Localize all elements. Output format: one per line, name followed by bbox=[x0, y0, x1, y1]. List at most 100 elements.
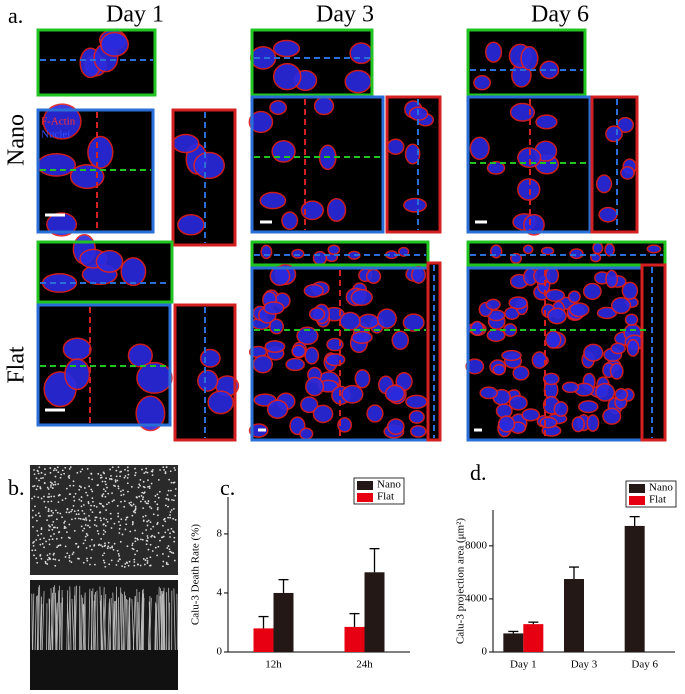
sem-dot bbox=[104, 480, 107, 483]
x-tick-label: 12h bbox=[265, 659, 282, 671]
sem-dot bbox=[34, 505, 36, 508]
sem-dot bbox=[68, 560, 71, 562]
cell bbox=[386, 418, 405, 436]
sem-wire bbox=[74, 585, 77, 651]
sem-dot bbox=[51, 524, 54, 526]
sem-dot bbox=[167, 505, 169, 508]
sem-dot bbox=[117, 487, 120, 490]
sem-wire bbox=[108, 598, 111, 651]
cell bbox=[291, 248, 305, 259]
sem-dot bbox=[65, 487, 68, 490]
sem-dot bbox=[56, 511, 59, 514]
sem-dot bbox=[132, 548, 135, 551]
sem-dot bbox=[94, 516, 97, 519]
sem-dot bbox=[91, 478, 94, 481]
sem-dot bbox=[47, 488, 50, 490]
panel-label: b. bbox=[8, 475, 25, 500]
sem-dot bbox=[169, 514, 171, 516]
sem-dot bbox=[43, 537, 45, 540]
cell bbox=[501, 349, 522, 362]
sem-dot bbox=[169, 550, 172, 553]
cell bbox=[344, 69, 372, 94]
sem-dot bbox=[118, 532, 121, 534]
sem-dot bbox=[111, 546, 114, 549]
sem-dot bbox=[145, 529, 148, 531]
cell bbox=[271, 140, 296, 163]
cell bbox=[269, 265, 291, 287]
sem-dot bbox=[70, 510, 73, 513]
sem-dot bbox=[103, 517, 105, 520]
sem-dot bbox=[151, 474, 154, 477]
sem-dot bbox=[169, 536, 171, 538]
sem-dot bbox=[39, 486, 42, 488]
sem-dot bbox=[164, 504, 167, 507]
sem-dot bbox=[44, 506, 47, 509]
row-label: Nano bbox=[4, 114, 30, 166]
cell bbox=[592, 241, 604, 255]
sem-dot bbox=[170, 527, 173, 530]
sem-dot bbox=[84, 539, 87, 542]
sem-dot bbox=[36, 519, 38, 522]
sem-dot bbox=[48, 529, 50, 532]
sem-dot bbox=[108, 501, 110, 504]
sem-dot bbox=[78, 488, 81, 491]
sem-dot bbox=[117, 512, 120, 515]
sem-dot bbox=[81, 509, 84, 512]
sem-wire bbox=[31, 593, 33, 651]
cell bbox=[263, 301, 285, 315]
sem-dot bbox=[64, 545, 67, 548]
sem-dot bbox=[53, 495, 56, 498]
sem-dot bbox=[60, 473, 63, 476]
sem-dot bbox=[91, 490, 94, 493]
sem-dot bbox=[87, 502, 90, 505]
cell bbox=[326, 198, 347, 222]
sem-dot bbox=[85, 547, 88, 549]
sem-dot bbox=[134, 537, 137, 540]
cell bbox=[508, 296, 528, 310]
sem-dot bbox=[141, 491, 144, 494]
sem-dot bbox=[51, 487, 54, 489]
sem-wire bbox=[147, 596, 151, 651]
sem-dot bbox=[95, 525, 98, 527]
cell bbox=[339, 311, 361, 331]
sem-wire bbox=[127, 599, 130, 651]
sem-wire bbox=[176, 593, 179, 651]
sem-dot bbox=[104, 530, 107, 533]
sem-dot bbox=[162, 553, 164, 555]
cell bbox=[197, 369, 219, 392]
row-label: Flat bbox=[4, 346, 30, 384]
cell bbox=[545, 266, 560, 285]
sem-dot bbox=[39, 487, 42, 490]
sem-dot bbox=[144, 559, 147, 562]
sem-dot bbox=[149, 556, 152, 559]
sem-dot bbox=[146, 540, 149, 542]
sem-dot bbox=[135, 496, 138, 498]
cell bbox=[36, 153, 77, 177]
frame bbox=[640, 263, 667, 442]
sem-dot bbox=[174, 488, 177, 490]
sem-dot bbox=[45, 540, 47, 543]
sem-dot bbox=[126, 466, 129, 469]
sem-dot bbox=[172, 530, 174, 533]
cell bbox=[252, 354, 274, 374]
sem-dot bbox=[80, 500, 83, 502]
sem-dot bbox=[125, 561, 128, 564]
sem-dot bbox=[120, 494, 123, 497]
micrograph bbox=[252, 242, 428, 265]
sem-dot bbox=[173, 536, 176, 539]
sem-dot bbox=[40, 477, 42, 480]
sem-dot bbox=[120, 490, 122, 493]
sem-dot bbox=[55, 509, 57, 512]
cell bbox=[300, 200, 324, 221]
sem-dot bbox=[131, 514, 134, 517]
sem-dot bbox=[85, 491, 88, 494]
cell bbox=[42, 103, 82, 140]
cell bbox=[248, 110, 274, 134]
sem-dot bbox=[110, 527, 113, 529]
sem-dot bbox=[48, 543, 51, 546]
sem-dot bbox=[146, 557, 148, 560]
sem-dot bbox=[141, 532, 144, 535]
sem-dot bbox=[48, 538, 51, 541]
cell bbox=[602, 407, 622, 425]
sem-dot bbox=[141, 468, 143, 471]
